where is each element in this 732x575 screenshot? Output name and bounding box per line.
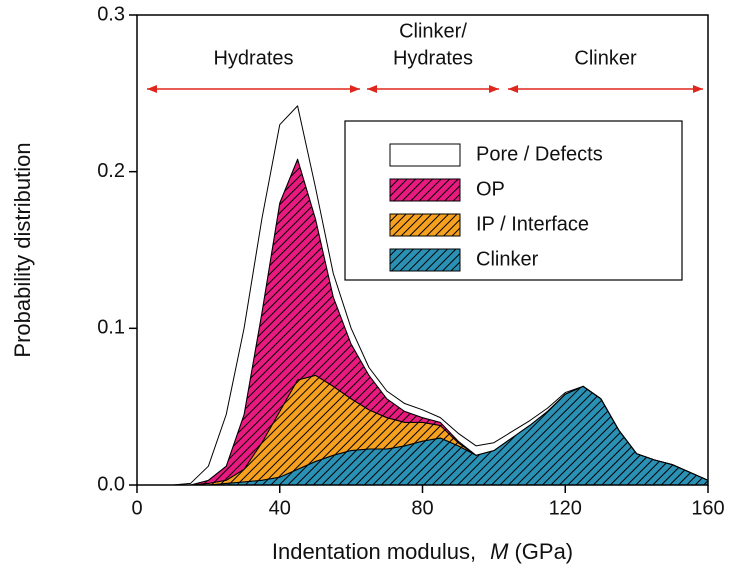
legend-swatch [389,248,461,272]
arrow-head [489,85,499,93]
legend-label: Pore / Defects [476,143,603,165]
legend-label: Clinker [476,248,539,270]
arrow-head [508,85,518,93]
y-tick-label: 0.3 [97,3,125,25]
arrow-head [367,85,377,93]
y-tick-label: 0.0 [97,473,125,495]
x-tick-label: 80 [411,497,433,519]
x-tick-label: 0 [131,497,142,519]
x-axis-label-symbol: M [490,539,509,564]
y-tick-label: 0.1 [97,317,125,339]
annotation: Clinker [574,47,637,69]
x-axis-label-unit: (GPa) [514,539,573,564]
y-tick-label: 0.2 [97,160,125,182]
x-tick-label: 120 [549,497,582,519]
annotation: Clinker/ [399,20,467,42]
x-axis-label: Indentation modulus, M (GPa) [272,539,573,564]
legend-swatch [389,213,461,237]
arrow-head [147,85,157,93]
arrow-head [693,85,703,93]
legend-label: OP [476,178,505,200]
legend-swatch [389,143,461,167]
annotation: Hydrates [213,47,293,69]
legend-swatch [389,178,461,202]
x-tick-label: 40 [269,497,291,519]
arrow-head [350,85,360,93]
x-axis-label-text: Indentation modulus, [272,539,476,564]
legend-label: IP / Interface [476,213,589,235]
annotation: Hydrates [393,47,473,69]
x-tick-label: 160 [691,497,724,519]
y-axis-label: Probability distribution [10,142,35,357]
